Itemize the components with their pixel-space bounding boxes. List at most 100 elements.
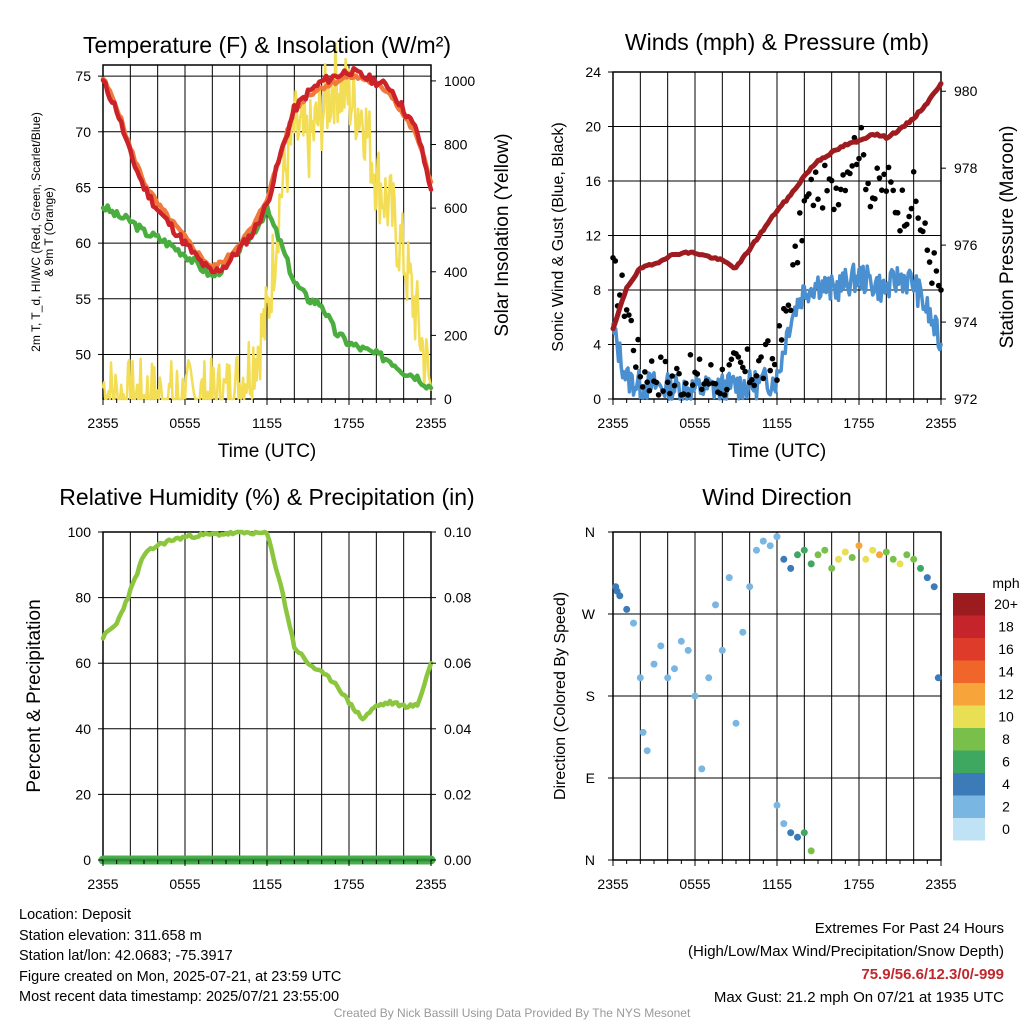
temperature-y-tick-label-left: 70 [75, 124, 91, 140]
winds-y-tick-label-left: 4 [593, 337, 601, 353]
direction-point [787, 564, 795, 572]
direction-title: Wind Direction [702, 484, 852, 510]
humidity-y-tick-label-right: 0.10 [444, 524, 471, 540]
winds-ylabel-left: Sonic Wind & Gust (Blue, Black) [550, 122, 567, 351]
direction-y-tick-label: W [582, 606, 596, 622]
gust-point [819, 205, 826, 211]
station-info: Location: Deposit Station elevation: 311… [19, 905, 341, 1008]
temperature-y-tick-label-right: 0 [444, 391, 452, 407]
winds-x-tick-label: 1755 [843, 415, 874, 431]
direction-y-tick-label: E [586, 770, 595, 786]
location-text: Location: Deposit [19, 907, 132, 923]
direction-point [650, 660, 658, 668]
gust-point [785, 302, 792, 309]
gust-point [724, 386, 730, 393]
gust-point [653, 379, 660, 386]
winds-y-tick-label-left: 8 [593, 282, 601, 298]
direction-point [800, 829, 808, 837]
station-pressure-line [610, 81, 944, 332]
humidity-y-tick-label-left: 100 [68, 524, 92, 540]
direction-point [889, 555, 897, 563]
gust-point [863, 186, 869, 193]
direction-point [917, 564, 924, 572]
gust-point [776, 323, 783, 329]
gust-point [778, 337, 785, 343]
direction-point [841, 548, 849, 556]
gust-point [658, 354, 664, 361]
direction-point [828, 564, 836, 572]
direction-point [739, 628, 747, 636]
winds-y-tick-label-left: 20 [585, 119, 601, 135]
winds-y-tick-label-left: 24 [585, 64, 601, 80]
gust-point [908, 205, 915, 212]
gust-point [858, 124, 865, 131]
colorbar-label: 20+ [994, 596, 1018, 612]
temperature-2m-line [100, 66, 434, 275]
gust-point [689, 382, 696, 388]
direction-point [794, 551, 801, 559]
direction-ylabel-left: Direction (Colored By Speed) [552, 592, 569, 800]
gust-point [639, 384, 646, 390]
gust-point [758, 354, 764, 360]
colorbar-label: 6 [1002, 754, 1010, 770]
temperature-x-tick-label: 2355 [87, 415, 118, 431]
gust-point [808, 176, 814, 183]
humidity-x-tick-label: 0555 [169, 876, 200, 892]
latlon-text: Station lat/lon: 42.0683; -75.3917 [19, 948, 233, 964]
winds-y-tick-label-right: 978 [954, 160, 978, 176]
direction-point [934, 674, 942, 682]
temperature-x-tick-label: 1755 [333, 415, 364, 431]
direction-point [630, 619, 637, 627]
colorbar-label: 4 [1002, 776, 1010, 792]
gust-point [687, 352, 694, 358]
gust-point [860, 152, 867, 158]
gust-point [751, 382, 757, 389]
gust-point [888, 179, 894, 185]
gust-point [842, 187, 849, 194]
direction-point [869, 546, 877, 554]
direction-point [787, 829, 795, 837]
colorbar-swatch [953, 750, 985, 773]
humidity-y-tick-label-left: 0 [83, 852, 91, 868]
gust-point [667, 390, 673, 397]
gust-point [797, 210, 803, 216]
gust-point [792, 243, 798, 249]
direction-point [712, 601, 719, 609]
temperature-y-tick-label-right: 600 [444, 200, 468, 216]
gust-point [894, 210, 901, 216]
direction-point [766, 542, 774, 550]
direction-point [698, 765, 706, 773]
humidity-x-tick-label: 2355 [415, 876, 446, 892]
gust-point [633, 364, 639, 370]
gust-point [899, 187, 906, 193]
gust-point [655, 392, 662, 398]
gust-point [767, 367, 773, 374]
gust-point [721, 392, 728, 398]
humidity-x-tick-label: 1755 [333, 876, 364, 892]
humidity-plot-area: 2355 0555 1155 1755 2355 0 20 40 60 80 100 0.00 0.02… [68, 524, 472, 892]
gust-point [849, 163, 855, 169]
direction-point [930, 583, 938, 591]
humidity-y-tick-label-right: 0.00 [444, 852, 471, 868]
gust-point [799, 237, 805, 244]
direction-point [807, 560, 815, 568]
gust-point [644, 379, 650, 386]
colorbar-swatch [953, 705, 985, 728]
speed-colorbar: mph 20+ 18 16 14 12 10 8 6 4 2 0 [953, 575, 1020, 841]
extremes-subtitle: (High/Low/Max Wind/Precipitation/Snow De… [688, 943, 1004, 960]
gust-point [726, 362, 732, 368]
gust-point [646, 387, 653, 394]
gust-point [742, 368, 748, 375]
direction-point [882, 548, 890, 556]
direction-point [643, 747, 651, 755]
gust-point [619, 272, 625, 279]
gust-point [847, 170, 853, 177]
extremes-box: Extremes For Past 24 Hours (High/Low/Max… [688, 917, 1004, 1009]
gust-point [822, 162, 828, 169]
colorbar-label: 12 [998, 686, 1014, 702]
gust-point [904, 221, 910, 228]
gust-point [790, 262, 796, 268]
temperature-y-tick-label-right: 800 [444, 137, 468, 153]
direction-point [623, 605, 631, 613]
direction-point [636, 674, 644, 682]
